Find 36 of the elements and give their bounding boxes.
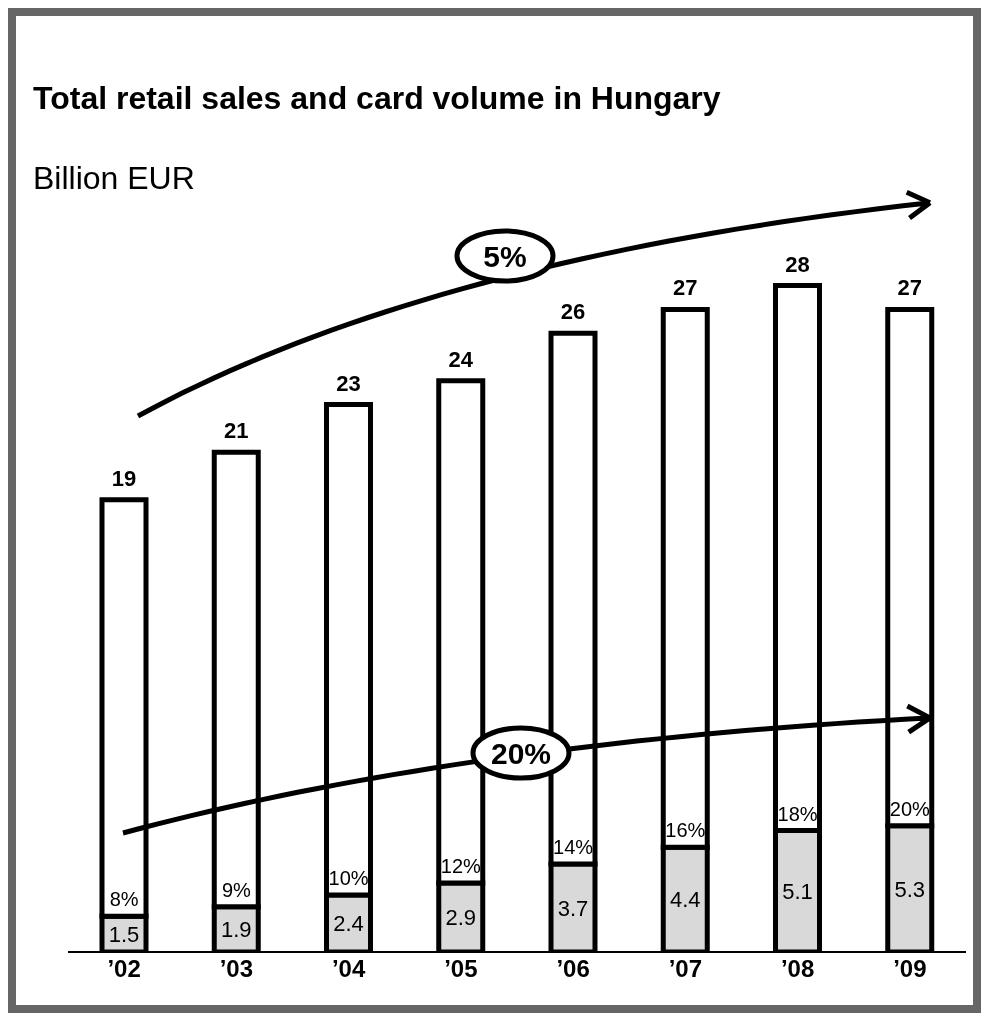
total-label: 21 (224, 418, 249, 444)
x-tick-label: ’02 (107, 955, 141, 983)
total-label: 19 (111, 465, 137, 491)
data-label: 5.3 (894, 876, 926, 902)
data-label: 3.7 (557, 895, 589, 921)
annotation: 12% (440, 854, 482, 877)
text: 5% (483, 240, 527, 273)
x-tick-label: ’05 (444, 955, 478, 983)
x-tick-label: ’06 (556, 955, 590, 983)
data-label: 2.4 (333, 911, 364, 937)
total-label: 27 (897, 275, 922, 301)
x-tick-label: ’09 (893, 955, 927, 983)
total-label: 27 (673, 275, 698, 301)
x-tick-label: ’07 (668, 955, 703, 983)
total-label: 23 (336, 370, 361, 396)
data-label: 1.5 (108, 921, 140, 947)
x-tick-label: ’03 (219, 955, 254, 983)
data-label: 2.9 (445, 905, 477, 931)
x-tick-label: ’08 (780, 955, 815, 983)
annotation: 18% (777, 802, 818, 825)
annotation: 8% (109, 888, 139, 911)
annotation: 14% (553, 835, 594, 858)
chart-subtitle: Billion EUR (33, 159, 195, 198)
total-label: 26 (560, 299, 586, 325)
annotation: 9% (221, 878, 252, 901)
data-label: 5.1 (782, 879, 813, 905)
annotation: 20% (889, 797, 931, 820)
annotation: 20% (490, 737, 552, 770)
total-label: 24 (448, 346, 474, 372)
data-label: 1.9 (220, 917, 252, 943)
x-tick-label: ’04 (331, 955, 366, 983)
chart-title: Total retail sales and card volume in Hungary (33, 79, 722, 118)
annotation: 10% (328, 866, 369, 889)
total-label: 28 (785, 251, 810, 277)
data-label: 4.4 (669, 887, 701, 913)
annotation: 16% (665, 819, 706, 842)
